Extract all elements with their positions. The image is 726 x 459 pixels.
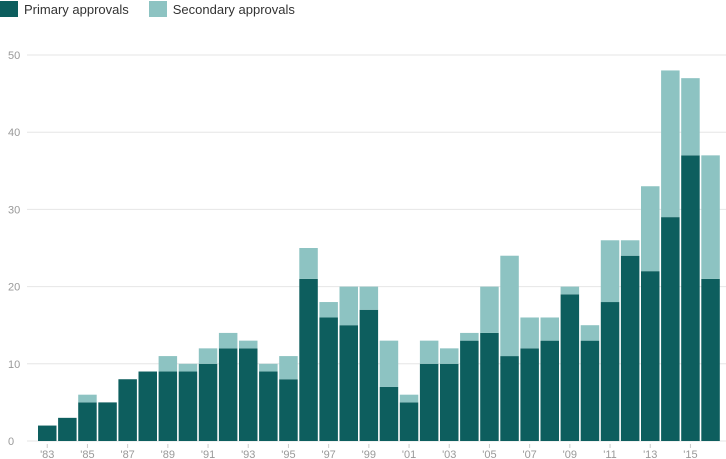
legend-item-primary[interactable]: Primary approvals	[0, 1, 129, 17]
bar-primary-2011[interactable]	[600, 302, 620, 441]
bar-secondary-2013[interactable]	[641, 186, 660, 272]
x-axis-tick-labels: '83 '85 '87 '89 '91 '93 '95 '97 '99 '01 '03 '05 '07 '…	[40, 444, 698, 459]
bar-primary-2001[interactable]	[399, 402, 419, 441]
bar-secondary-1985[interactable]	[78, 394, 97, 403]
x-tick-label: '95	[281, 449, 295, 459]
bar-primary-1998[interactable]	[339, 325, 359, 441]
x-tick-label: '87	[120, 449, 134, 459]
bar-primary-2014[interactable]	[661, 217, 680, 441]
x-tick-label: '13	[643, 449, 657, 459]
bar-primary-2012[interactable]	[620, 255, 640, 441]
x-tick-label: '05	[482, 449, 496, 459]
bar-secondary-2006[interactable]	[500, 255, 519, 357]
chart-legend: Primary approvals Secondary approvals	[0, 0, 315, 18]
bar-primary-2002[interactable]	[419, 363, 439, 441]
bar-secondary-2015[interactable]	[681, 78, 700, 156]
bar-primary-2013[interactable]	[641, 271, 660, 441]
legend-swatch-primary	[0, 1, 18, 17]
y-tick-label: 50	[8, 50, 20, 62]
bar-primary-1991[interactable]	[198, 363, 218, 441]
bar-secondary-2011[interactable]	[600, 240, 620, 303]
bar-secondary-1998[interactable]	[339, 286, 359, 326]
bar-secondary-1997[interactable]	[319, 302, 338, 318]
y-tick-label: 20	[8, 282, 20, 294]
bar-secondary-2002[interactable]	[419, 340, 439, 364]
bar-secondary-2009[interactable]	[560, 286, 580, 295]
bar-secondary-1993[interactable]	[239, 340, 258, 349]
bar-secondary-1996[interactable]	[299, 248, 318, 279]
x-tick-label: '93	[241, 449, 255, 459]
bar-secondary-1991[interactable]	[198, 348, 218, 364]
x-tick-label: '11	[603, 449, 617, 459]
bar-secondary-1989[interactable]	[158, 356, 178, 372]
bar-primary-1999[interactable]	[359, 309, 379, 441]
y-tick-label: 40	[8, 127, 20, 139]
bar-primary-2015[interactable]	[681, 155, 700, 442]
bar-primary-2006[interactable]	[500, 356, 519, 441]
y-tick-label: 10	[8, 359, 20, 371]
bar-primary-1993[interactable]	[239, 348, 258, 441]
legend-swatch-secondary	[148, 1, 167, 17]
x-tick-label: '89	[161, 449, 175, 459]
bar-secondary-1995[interactable]	[279, 356, 298, 380]
bar-secondary-2005[interactable]	[480, 286, 499, 333]
bar-primary-2009[interactable]	[560, 294, 580, 441]
bar-secondary-2000[interactable]	[379, 340, 399, 387]
bar-secondary-1999[interactable]	[359, 286, 379, 310]
bar-primary-1988[interactable]	[138, 371, 158, 441]
bar-secondary-2008[interactable]	[540, 317, 560, 341]
x-tick-label: '83	[40, 449, 54, 459]
bar-primary-1987[interactable]	[118, 379, 137, 441]
x-tick-label: '03	[442, 449, 456, 459]
y-axis-tick-labels: 0 10 20 30 40 50	[8, 50, 20, 448]
bar-primary-2003[interactable]	[440, 363, 459, 441]
bar-primary-1989[interactable]	[158, 371, 178, 441]
bar-secondary-2010[interactable]	[580, 325, 600, 341]
bar-primary-1996[interactable]	[299, 278, 318, 441]
bars	[38, 70, 720, 442]
bar-primary-2000[interactable]	[379, 386, 399, 441]
x-tick-label: '09	[563, 449, 577, 459]
bar-primary-1990[interactable]	[178, 371, 198, 441]
bar-secondary-2003[interactable]	[440, 348, 459, 364]
legend-item-secondary[interactable]: Secondary approvals	[148, 1, 295, 17]
bar-secondary-2004[interactable]	[460, 332, 479, 341]
bar-primary-1995[interactable]	[279, 379, 298, 441]
bar-primary-1997[interactable]	[319, 317, 338, 441]
bar-primary-2004[interactable]	[460, 340, 479, 441]
bar-primary-2007[interactable]	[520, 348, 539, 441]
x-tick-label: '97	[321, 449, 335, 459]
bar-secondary-2012[interactable]	[620, 240, 640, 256]
bar-primary-1985[interactable]	[78, 402, 97, 441]
bar-primary-2008[interactable]	[540, 340, 560, 441]
bar-primary-1986[interactable]	[98, 402, 117, 441]
bar-primary-2010[interactable]	[580, 340, 600, 441]
bar-primary-2005[interactable]	[480, 332, 499, 441]
x-tick-label: '15	[683, 449, 697, 459]
bar-secondary-2014[interactable]	[661, 70, 680, 218]
bar-secondary-1994[interactable]	[259, 363, 278, 372]
x-tick-label: '99	[362, 449, 376, 459]
x-tick-label: '01	[402, 449, 416, 459]
bar-secondary-2007[interactable]	[520, 317, 539, 349]
legend-label-primary: Primary approvals	[24, 1, 129, 17]
bar-primary-2016[interactable]	[701, 278, 720, 441]
bar-primary-1984[interactable]	[58, 417, 77, 441]
y-tick-label: 0	[8, 436, 14, 448]
bar-primary-1992[interactable]	[218, 348, 238, 441]
bar-primary-1994[interactable]	[259, 371, 278, 441]
x-tick-label: '07	[522, 449, 536, 459]
bar-secondary-1992[interactable]	[218, 332, 238, 349]
x-tick-label: '91	[201, 449, 215, 459]
legend-label-secondary: Secondary approvals	[172, 1, 295, 17]
bar-primary-1983[interactable]	[38, 425, 57, 441]
bar-secondary-1990[interactable]	[178, 363, 198, 372]
x-tick-label: '85	[80, 449, 94, 459]
y-tick-label: 30	[8, 204, 20, 216]
bar-secondary-2016[interactable]	[701, 155, 720, 279]
bar-secondary-2001[interactable]	[399, 394, 419, 403]
